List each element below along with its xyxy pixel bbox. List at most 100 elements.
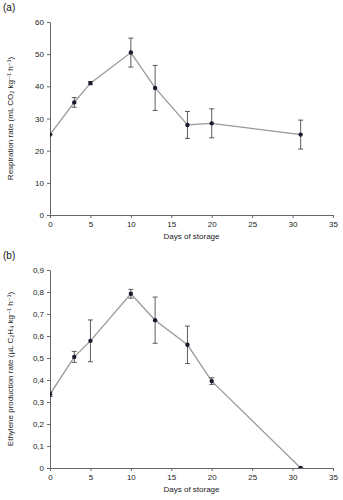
x-tick-mark [333, 215, 334, 218]
error-bar [50, 392, 53, 396]
x-tick-label: 30 [289, 473, 298, 482]
x-tick: 35 [329, 215, 338, 229]
error-bar [209, 378, 214, 385]
y-axis-title: Ethylene production rate (µL C₂H₄ kg⁻¹ h… [6, 292, 15, 447]
error-cap [128, 67, 133, 68]
panel-title: (a) [3, 2, 15, 13]
y-tick-mark [47, 468, 50, 469]
x-tick-mark [252, 215, 253, 218]
x-tick-label: 25 [248, 473, 257, 482]
y-tick-mark [47, 314, 50, 315]
y-tick-label: 50 [35, 50, 44, 59]
x-tick: 10 [127, 215, 136, 229]
error-cap [185, 326, 190, 327]
y-tick-label: 20 [35, 147, 44, 156]
y-tick: 40 [35, 82, 50, 91]
x-tick-mark [333, 468, 334, 471]
x-tick-label: 25 [248, 220, 257, 229]
point [50, 392, 52, 396]
series-line [50, 53, 301, 135]
point [153, 86, 157, 90]
y-tick-label: 0,3 [33, 398, 45, 407]
x-tick-mark [212, 468, 213, 471]
x-tick: 5 [89, 215, 94, 229]
x-tick-label: 5 [89, 473, 94, 482]
x-axis: 05101520253035 [48, 468, 338, 482]
y-tick: 0,5 [33, 354, 50, 363]
error-cap [185, 138, 190, 139]
y-tick-mark [47, 358, 50, 359]
error-cap [209, 108, 214, 109]
error-cap [72, 362, 77, 363]
x-tick-label: 35 [329, 473, 338, 482]
x-axis-title: Days of storage [163, 232, 220, 241]
y-tick-label: 0,4 [33, 376, 45, 385]
y-tick-mark [47, 86, 50, 87]
y-tick-label: 0,8 [33, 288, 45, 297]
panel: 0510152025303500,10,20,30,40,50,60,70,80… [3, 250, 338, 494]
x-tick: 0 [48, 468, 53, 482]
y-tick-mark [47, 151, 50, 152]
x-tick-mark [90, 468, 91, 471]
x-tick: 30 [289, 215, 298, 229]
figure: 051015202530350102030405060(a)Days of st… [0, 0, 343, 500]
y-tick: 0,4 [33, 376, 50, 385]
x-tick-mark [90, 215, 91, 218]
point [210, 121, 214, 125]
error-bar [88, 82, 93, 85]
x-axis-line [51, 468, 334, 469]
y-tick-mark [47, 424, 50, 425]
error-cap [72, 351, 77, 352]
y-tick: 0,8 [33, 288, 50, 297]
error-bar [72, 351, 77, 362]
x-tick: 15 [167, 468, 176, 482]
y-tick-label: 0,5 [33, 354, 45, 363]
x-tick-mark [293, 468, 294, 471]
error-cap [209, 384, 214, 385]
y-tick-label: 0,2 [33, 420, 45, 429]
x-tick: 0 [48, 215, 53, 229]
point [129, 50, 133, 54]
y-tick-label: 60 [35, 18, 44, 27]
y-tick-label: 30 [35, 115, 44, 124]
panel-title: (b) [3, 250, 15, 261]
x-tick-mark [293, 215, 294, 218]
error-cap [153, 297, 158, 298]
error-cap [72, 97, 77, 98]
x-tick-mark [171, 215, 172, 218]
x-axis-title: Days of storage [163, 485, 220, 494]
y-tick-mark [47, 336, 50, 337]
y-tick-mark [47, 270, 50, 271]
point [153, 318, 157, 322]
x-tick-label: 30 [289, 220, 298, 229]
y-tick: 60 [35, 18, 50, 27]
y-tick-label: 0,9 [33, 266, 45, 275]
y-tick-mark [47, 292, 50, 293]
point [298, 466, 302, 468]
y-tick: 0,6 [33, 332, 50, 341]
x-axis-line [51, 215, 334, 216]
x-tick-mark [131, 468, 132, 471]
error-cap [185, 111, 190, 112]
error-cap [298, 149, 303, 150]
error-bar [209, 109, 214, 138]
y-axis-title: Respiration rate (mL CO₂ kg⁻¹ h⁻¹) [6, 57, 15, 181]
plot-area [50, 38, 303, 149]
point [50, 132, 52, 136]
y-tick: 0,7 [33, 310, 50, 319]
x-tick: 15 [167, 215, 176, 229]
point [298, 132, 302, 136]
point [185, 343, 189, 347]
y-axis-line [50, 23, 51, 216]
error-cap [128, 38, 133, 39]
y-tick: 0 [40, 211, 50, 220]
y-tick-mark [47, 22, 50, 23]
x-tick-label: 20 [208, 473, 217, 482]
y-tick: 10 [35, 179, 50, 188]
error-cap [72, 107, 77, 108]
x-tick: 5 [89, 468, 94, 482]
error-bar [185, 111, 190, 138]
y-tick: 0,2 [33, 420, 50, 429]
x-tick: 20 [208, 215, 217, 229]
y-tick-label: 0 [40, 464, 45, 473]
